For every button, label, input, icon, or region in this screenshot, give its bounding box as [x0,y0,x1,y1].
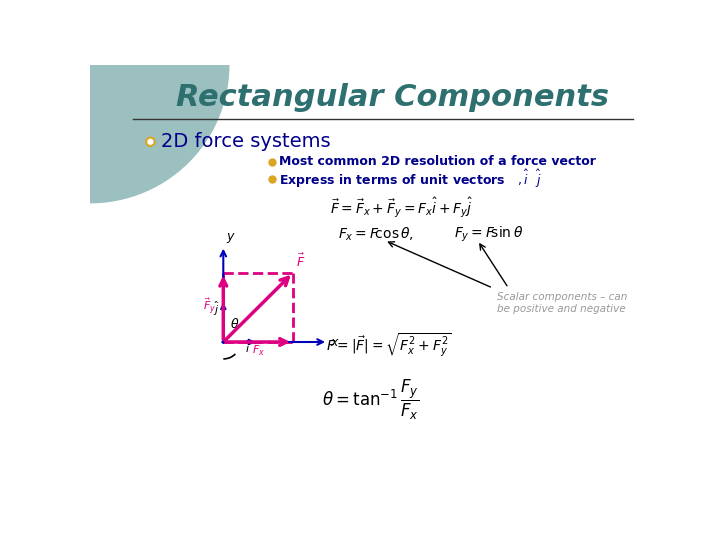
Text: $F_x = F\!\cos\theta,$: $F_x = F\!\cos\theta,$ [338,226,414,243]
Text: Most common 2D resolution of a force vector: Most common 2D resolution of a force vec… [279,156,596,168]
Text: $\vec{F}_x$: $\vec{F}_x$ [251,341,265,358]
Text: $\vec{F}$: $\vec{F}$ [296,252,305,269]
Text: x: x [330,335,338,348]
Text: 2D force systems: 2D force systems [161,132,331,151]
Text: $\vec{F} = \vec{F}_x + \vec{F}_y = F_x\hat{i} + F_y\hat{j}$: $\vec{F} = \vec{F}_x + \vec{F}_y = F_x\h… [330,195,473,220]
Text: $\hat{j}$: $\hat{j}$ [213,300,220,318]
Circle shape [146,138,155,146]
Text: $F = |\vec{F}| = \sqrt{F_x^2 + F_y^2}$: $F = |\vec{F}| = \sqrt{F_x^2 + F_y^2}$ [326,332,451,360]
Text: $\hat{i}$: $\hat{i}$ [246,339,251,355]
Text: Express in terms of unit vectors   $,\hat{i}$  $\hat{j}$: Express in terms of unit vectors $,\hat{… [279,168,542,190]
Text: $F_y = F\!\sin\theta$: $F_y = F\!\sin\theta$ [454,225,523,244]
Text: y: y [226,231,234,244]
Text: Scalar components – can
be positive and negative: Scalar components – can be positive and … [497,292,627,314]
Text: $\vec{F}_y$: $\vec{F}_y$ [203,298,216,318]
Text: Rectangular Components: Rectangular Components [176,83,608,112]
Wedge shape [78,53,230,204]
Text: $\theta$: $\theta$ [230,317,239,331]
Text: $\theta = \tan^{-1}\dfrac{F_y}{F_x}$: $\theta = \tan^{-1}\dfrac{F_y}{F_x}$ [323,378,420,422]
